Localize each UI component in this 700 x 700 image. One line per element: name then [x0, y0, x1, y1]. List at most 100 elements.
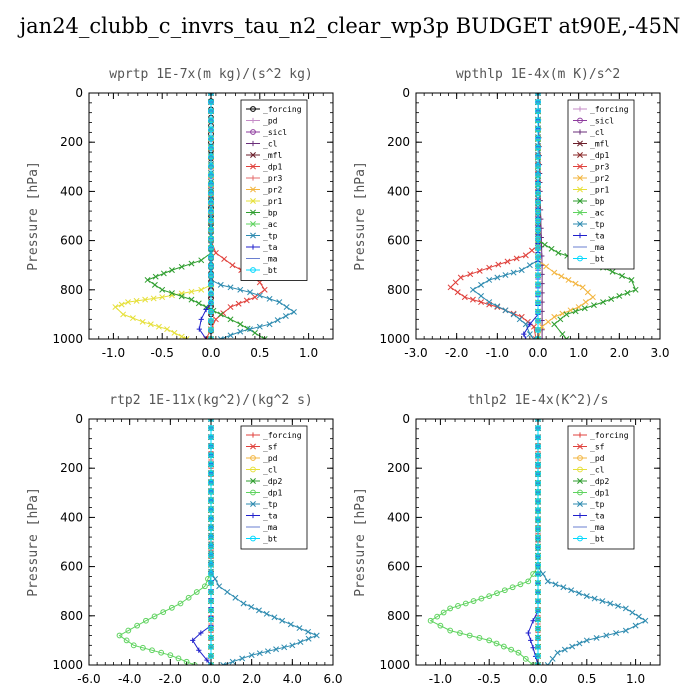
legend-marker: [250, 466, 256, 473]
series-marker-bt: [535, 479, 541, 486]
series-marker-ta: [530, 645, 536, 651]
series-marker-dp1: [167, 652, 174, 659]
series-marker-bp: [632, 286, 639, 293]
series-marker-bt: [535, 525, 541, 532]
legend-marker: [577, 455, 583, 461]
series-marker-pr1: [171, 329, 178, 336]
legend-marker: [250, 221, 256, 227]
series-marker-bt: [208, 425, 214, 432]
legend-marker: [577, 478, 583, 484]
series-marker-bt: [535, 580, 541, 586]
series-marker-bp: [178, 263, 185, 270]
legend-marker: [250, 163, 256, 170]
legend-entry: _tp: [263, 500, 278, 509]
series-marker-bt: [208, 99, 214, 106]
series-marker-bt: [208, 272, 214, 279]
legend-marker: [250, 489, 256, 496]
legend-marker: [577, 501, 583, 507]
legend-entry: _dp2: [590, 477, 609, 486]
series-marker-dp1: [261, 286, 268, 293]
legend-entry: _pd: [590, 454, 605, 463]
series-marker-dp1: [202, 583, 208, 590]
series-marker-bt: [208, 308, 214, 315]
series-marker-ta: [204, 657, 210, 663]
legend-marker: [250, 432, 256, 438]
series-marker-pr2: [589, 294, 596, 301]
y-tick-label: 800: [60, 283, 83, 297]
series-marker-bt: [535, 117, 541, 124]
panel-title: wprtp 1E-7x(m kg)/(s^2 kg): [109, 67, 313, 82]
legend-marker: [250, 267, 256, 273]
legend-marker: [250, 106, 256, 112]
series-marker-bp: [581, 305, 588, 312]
y-tick-label: 400: [60, 184, 83, 198]
legend-marker: [577, 140, 583, 147]
series-marker-bp: [616, 292, 623, 299]
y-tick-label: 0: [402, 412, 410, 426]
x-tick-label: 4.0: [283, 672, 302, 686]
series-marker-bt: [535, 552, 541, 559]
y-axis-label: Pressure [hPa]: [26, 487, 41, 597]
series-marker-bp: [557, 316, 564, 323]
series-marker-tp: [229, 658, 236, 665]
series-marker-tp: [266, 321, 273, 328]
series-marker-tp: [232, 594, 239, 601]
series-marker-pr2: [575, 304, 582, 310]
series-marker-bt: [535, 208, 541, 215]
series-marker-dp1: [466, 632, 473, 639]
series-marker-bt: [208, 488, 214, 495]
series-marker-bt: [535, 181, 541, 188]
y-tick-label: 200: [387, 135, 410, 149]
legend-marker: [250, 175, 256, 181]
series-marker-tp: [296, 625, 303, 632]
series-marker-bt: [208, 299, 214, 306]
series-marker-bp: [609, 268, 616, 275]
y-tick-label: 200: [60, 461, 83, 475]
series-group: [427, 419, 649, 665]
legend-marker: [577, 443, 583, 450]
series-marker-bt: [535, 153, 541, 160]
legend-entry: _ma: [590, 523, 605, 532]
legend-entry: _pr1: [263, 197, 282, 206]
x-tick-label: 1.0: [299, 346, 318, 360]
x-tick-label: -6.0: [77, 672, 100, 686]
series-marker-bt: [208, 652, 214, 659]
legend-entry: _ta: [263, 243, 278, 252]
x-tick-label: -0.5: [150, 346, 173, 360]
series-marker-tp: [560, 584, 567, 591]
series-marker-bt: [208, 580, 214, 586]
legend-marker: [577, 129, 583, 135]
series-marker-tp: [593, 634, 600, 641]
series-marker-bt: [208, 281, 214, 288]
series-marker-ta: [196, 647, 202, 653]
series-marker-dp1: [525, 578, 532, 585]
series-marker-tp: [240, 600, 247, 607]
series-marker-dp1: [158, 649, 165, 656]
legend-entry: _ma: [590, 243, 605, 252]
legend-entry: _tp: [263, 232, 278, 241]
legend-entry: _sf: [590, 443, 605, 452]
series-marker-tp: [256, 323, 263, 330]
series-marker-tp: [237, 286, 244, 293]
series-marker-ta: [525, 630, 531, 636]
series-marker-dp1: [221, 256, 228, 263]
series-marker-bt: [208, 208, 214, 215]
series-marker-ta: [198, 316, 204, 322]
series-marker-tp: [576, 590, 582, 597]
series-marker-bt: [208, 181, 214, 188]
legend-entry: _ma: [263, 523, 278, 532]
legend-entry: _bp: [263, 209, 278, 218]
series-marker-dp1: [177, 600, 184, 607]
series-marker-bt: [208, 643, 214, 650]
series-marker-pr1: [159, 294, 166, 301]
legend-entry: _ta: [590, 232, 605, 241]
series-marker-tp: [248, 603, 255, 610]
series-marker-bt: [208, 443, 214, 450]
series-marker-bp: [169, 267, 175, 274]
legend-entry: _dp1: [590, 151, 609, 160]
series-marker-pr1: [178, 333, 185, 339]
series-marker-pr2: [551, 269, 558, 276]
series-marker-bt: [208, 625, 214, 632]
legend-marker: [577, 232, 583, 239]
series-marker-bt: [535, 135, 541, 142]
